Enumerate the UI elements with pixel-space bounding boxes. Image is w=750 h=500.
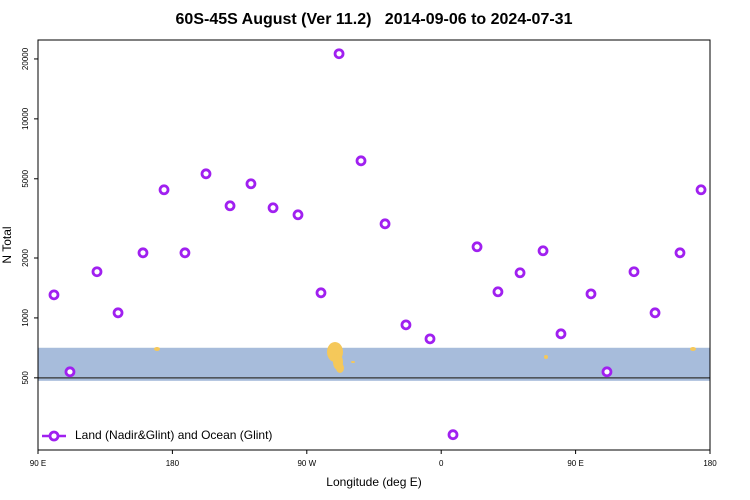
data-point: [628, 266, 640, 278]
land-patch: [336, 363, 344, 373]
data-point: [400, 319, 412, 331]
land-patch: [690, 347, 696, 351]
x-tick-label: 90 E: [567, 459, 583, 468]
data-point: [649, 307, 661, 319]
data-point: [200, 168, 212, 180]
x-tick-label: 90 E: [30, 459, 46, 468]
y-tick-label: 5000: [21, 169, 30, 187]
data-point: [424, 333, 436, 345]
legend-marker: [48, 430, 60, 442]
y-tick-label: 2000: [21, 249, 30, 267]
data-point: [112, 307, 124, 319]
data-point: [64, 366, 76, 378]
data-point: [224, 200, 236, 212]
data-point: [379, 218, 391, 230]
land-patch: [154, 347, 160, 351]
land-patch: [544, 355, 548, 359]
plot-frame: [37, 39, 711, 451]
x-axis-label: Longitude (deg E): [326, 475, 421, 489]
data-point: [292, 209, 304, 221]
data-point: [158, 184, 170, 196]
y-tick-label: 20000: [21, 47, 30, 70]
x-tick-label: 180: [703, 459, 717, 468]
shaded-band: [38, 347, 710, 381]
data-point: [48, 289, 60, 301]
data-point: [447, 429, 459, 441]
data-point: [267, 202, 279, 214]
data-point: [537, 245, 549, 257]
x-tick-label: 0: [439, 459, 444, 468]
data-point: [601, 366, 613, 378]
data-point: [333, 48, 345, 60]
data-point: [471, 241, 483, 253]
data-point: [91, 266, 103, 278]
x-tick-label: 180: [166, 459, 180, 468]
x-tick-label: 90 W: [297, 459, 316, 468]
data-point: [355, 155, 367, 167]
data-point: [137, 247, 149, 259]
y-tick-label: 10000: [21, 107, 30, 130]
data-point: [179, 247, 191, 259]
legend-label: Land (Nadir&Glint) and Ocean (Glint): [75, 428, 272, 442]
data-point: [245, 178, 257, 190]
y-tick-label: 500: [21, 371, 30, 385]
land-patch: [351, 361, 355, 363]
y-tick-label: 1000: [21, 308, 30, 326]
data-point: [674, 247, 686, 259]
data-point: [695, 184, 707, 196]
data-point: [555, 328, 567, 340]
data-point: [315, 287, 327, 299]
data-point: [514, 267, 526, 279]
data-point: [492, 286, 504, 298]
chart-title: 60S-45S August (Ver 11.2) 2014-09-06 to …: [176, 11, 573, 28]
data-point: [585, 288, 597, 300]
y-axis-label: N Total: [0, 226, 14, 263]
legend: Land (Nadir&Glint) and Ocean (Glint): [42, 428, 272, 442]
